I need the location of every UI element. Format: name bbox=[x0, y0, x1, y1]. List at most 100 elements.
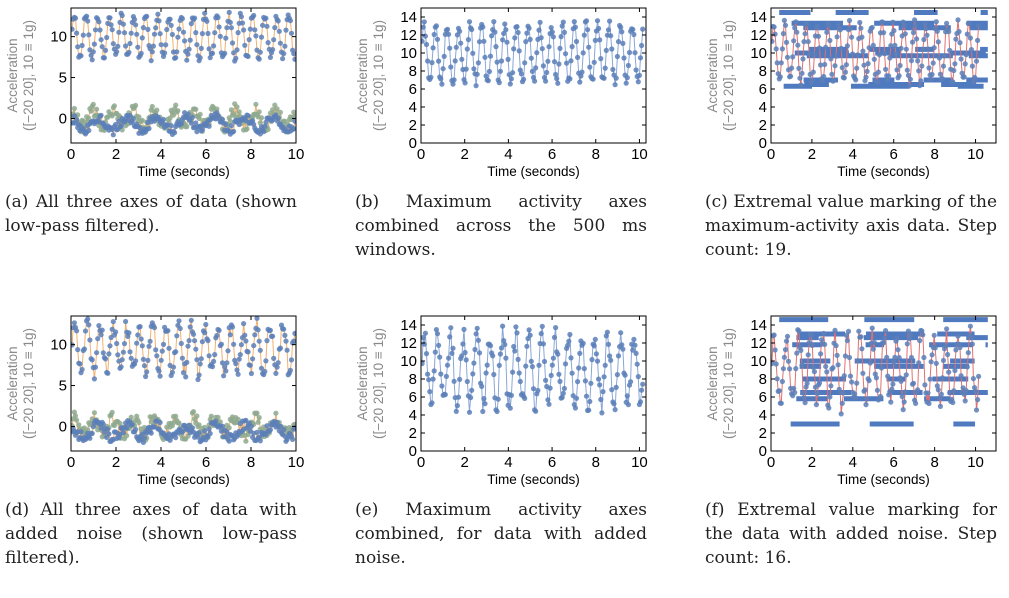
y-tick-label: 6 bbox=[409, 81, 417, 98]
data-point bbox=[292, 56, 296, 62]
data-point bbox=[243, 438, 249, 444]
data-point bbox=[109, 409, 115, 415]
data-point bbox=[275, 360, 281, 366]
data-point bbox=[291, 338, 296, 344]
data-point bbox=[88, 108, 94, 114]
data-point bbox=[790, 54, 796, 60]
data-point bbox=[624, 393, 630, 399]
data-point bbox=[778, 60, 784, 66]
data-point bbox=[847, 25, 854, 31]
data-point bbox=[820, 78, 826, 84]
data-point bbox=[72, 413, 79, 419]
data-point bbox=[625, 402, 631, 408]
data-point bbox=[832, 63, 838, 69]
data-point bbox=[494, 59, 500, 65]
data-point bbox=[257, 347, 263, 353]
data-point bbox=[580, 50, 586, 56]
data-point bbox=[80, 32, 86, 38]
data-point bbox=[934, 28, 940, 34]
data-point bbox=[931, 332, 937, 338]
data-point bbox=[939, 375, 946, 381]
data-point bbox=[779, 46, 785, 52]
data-point bbox=[238, 342, 244, 348]
x-tick-label: 0 bbox=[417, 454, 425, 471]
data-point bbox=[474, 325, 480, 331]
data-point bbox=[113, 121, 119, 128]
data-point bbox=[910, 380, 917, 386]
data-point bbox=[100, 421, 106, 427]
data-point bbox=[141, 363, 148, 369]
data-point bbox=[199, 126, 205, 132]
y-tick-label: 2 bbox=[409, 117, 417, 134]
data-point bbox=[885, 373, 891, 379]
data-point bbox=[622, 372, 628, 378]
data-point bbox=[842, 69, 848, 75]
data-point bbox=[251, 343, 257, 349]
data-point bbox=[894, 67, 900, 73]
plot-frame bbox=[420, 7, 647, 144]
data-point bbox=[102, 47, 109, 54]
data-point bbox=[873, 375, 879, 381]
data-point bbox=[226, 425, 232, 431]
data-point bbox=[528, 358, 534, 364]
data-point bbox=[216, 327, 222, 333]
y-tick-label: 4 bbox=[409, 99, 417, 116]
data-point bbox=[918, 78, 924, 84]
caption-a: (a) All three axes of data (shown low-pa… bbox=[5, 190, 297, 238]
x-tick-label: 6 bbox=[548, 146, 556, 163]
data-point bbox=[226, 9, 232, 15]
data-point bbox=[197, 361, 203, 367]
data-point bbox=[593, 351, 599, 357]
data-point bbox=[90, 49, 96, 55]
data-point bbox=[870, 346, 876, 352]
data-point bbox=[771, 360, 775, 367]
data-point bbox=[237, 352, 243, 358]
data-point bbox=[955, 333, 961, 339]
data-point bbox=[566, 338, 572, 344]
data-point bbox=[516, 370, 522, 376]
y-axis-label-line2: ([−20 20], 10 ≡ 1g) bbox=[21, 20, 36, 131]
data-point bbox=[459, 56, 465, 62]
plot-frame bbox=[770, 315, 997, 452]
y-axis-label-line2: ([−20 20], 10 ≡ 1g) bbox=[21, 328, 36, 439]
caption-text: Maximum activity axes combined, for data… bbox=[355, 500, 647, 568]
data-point bbox=[938, 391, 944, 397]
data-point bbox=[281, 427, 287, 433]
chart-f: Acceleration ([−20 20], 10 ≡ 1g)0 2 4 6 8 1002… bbox=[705, 315, 997, 487]
data-point bbox=[827, 37, 833, 44]
data-point bbox=[556, 61, 562, 67]
data-point bbox=[483, 370, 489, 376]
data-point bbox=[94, 350, 100, 356]
data-point bbox=[614, 53, 620, 60]
data-point bbox=[633, 67, 639, 73]
chart-a: Acceleration ([−20 20], 10 ≡ 1g) 0 2 4 6 8 10 0 5… bbox=[5, 7, 304, 179]
data-point bbox=[882, 335, 888, 341]
data-point bbox=[138, 336, 144, 342]
data-point bbox=[180, 29, 187, 35]
data-point bbox=[126, 330, 132, 336]
data-point bbox=[119, 357, 125, 363]
data-point bbox=[540, 63, 546, 69]
data-point bbox=[74, 417, 80, 423]
y-tick-label: 10 bbox=[750, 45, 767, 62]
data-point bbox=[174, 49, 180, 55]
data-point bbox=[626, 49, 633, 56]
caption-c: (c) Extremal value marking of the maximu… bbox=[705, 190, 997, 262]
data-point bbox=[901, 399, 907, 405]
data-point bbox=[894, 335, 900, 341]
data-point bbox=[255, 327, 261, 333]
data-point bbox=[608, 357, 614, 363]
data-point bbox=[863, 402, 869, 408]
data-point bbox=[199, 339, 205, 345]
data-point bbox=[473, 331, 479, 337]
data-point bbox=[892, 354, 898, 360]
data-point bbox=[850, 51, 856, 57]
data-point bbox=[447, 45, 453, 51]
data-point bbox=[147, 338, 153, 344]
data-point bbox=[86, 127, 92, 134]
data-point bbox=[120, 21, 126, 27]
data-point bbox=[917, 338, 923, 344]
data-point bbox=[864, 68, 870, 74]
x-tick-label: 8 bbox=[592, 454, 600, 471]
data-point bbox=[952, 61, 958, 67]
